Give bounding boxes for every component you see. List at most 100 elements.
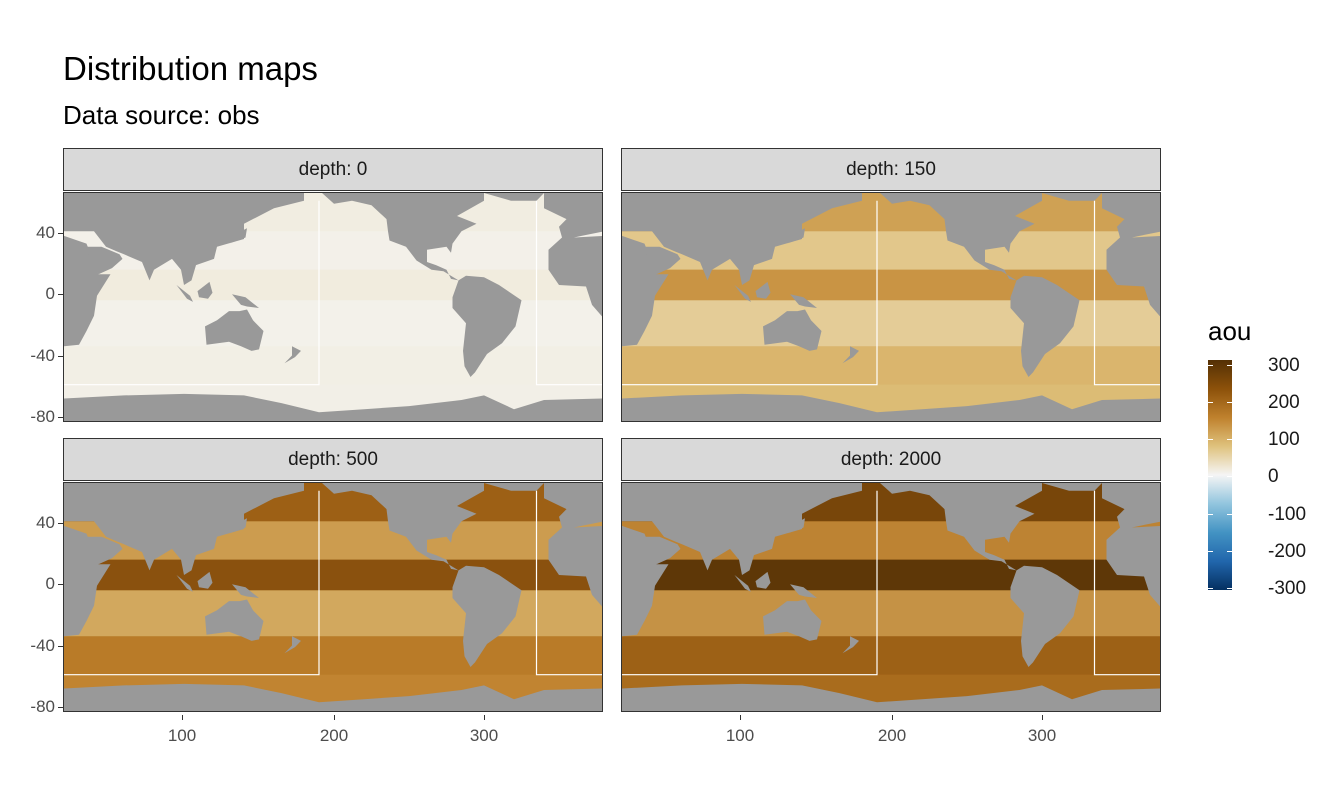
land-africa: [622, 235, 669, 347]
legend-tick: [1227, 551, 1232, 552]
legend-label: -300: [1268, 578, 1307, 599]
land-arabia: [644, 536, 681, 565]
land-namerica: [880, 483, 1042, 571]
land-namerica: [880, 193, 1042, 281]
x-tick-label: 200: [877, 726, 907, 745]
aou-band: [64, 269, 602, 301]
chart-title: Distribution maps: [63, 50, 318, 87]
x-tick-label: 300: [1027, 726, 1057, 745]
land-australia: [763, 599, 822, 641]
land-eurasia: [64, 483, 304, 575]
land-greenland: [484, 483, 544, 491]
aou-band: [622, 636, 1160, 675]
legend-tick: [1227, 365, 1232, 366]
land-eurasia: [64, 193, 304, 285]
basin-boundary: [535, 200, 602, 386]
legend-tick: [1227, 588, 1232, 589]
aou-band: [64, 636, 602, 675]
land-samerica: [452, 275, 522, 377]
land-greenland: [484, 193, 544, 201]
legend-colorbar: [1208, 360, 1232, 590]
land-samerica: [1010, 275, 1080, 377]
land-sumatra: [176, 575, 193, 592]
land-arabia: [86, 536, 123, 565]
legend-tick: [1208, 551, 1213, 552]
basin-boundary: [64, 200, 320, 386]
land-nz: [842, 346, 859, 364]
aou-band: [64, 300, 602, 347]
land-japan: [787, 228, 805, 244]
legend-label: 200: [1268, 392, 1300, 413]
land-namerica: [322, 193, 484, 281]
land-borneo: [197, 571, 213, 589]
land-europe2: [544, 193, 602, 238]
aou-band: [622, 269, 1160, 301]
land-australia: [205, 309, 264, 351]
land-antarctica: [622, 683, 1160, 711]
legend-label: 0: [1268, 466, 1279, 487]
land-africa2: [1106, 236, 1160, 317]
facet-strip-label: depth: 2000: [840, 448, 942, 470]
legend-tick: [1227, 514, 1232, 515]
land-newguinea: [232, 584, 259, 598]
land-eurasia: [622, 193, 862, 285]
facet-strip-label: depth: 0: [298, 158, 368, 180]
basin-boundary: [1093, 490, 1160, 676]
land-sumatra: [734, 575, 751, 592]
legend-tick: [1208, 439, 1213, 440]
map-plot: [621, 192, 1161, 422]
land-nz: [284, 346, 301, 364]
land-africa: [64, 525, 111, 637]
legend-tick: [1227, 476, 1232, 477]
chart-subtitle: Data source: obs: [63, 100, 260, 130]
legend-label: -100: [1268, 504, 1307, 525]
land-samerica: [1010, 565, 1080, 667]
land-sumatra: [176, 285, 193, 302]
land-samerica: [452, 565, 522, 667]
land-australia: [205, 599, 264, 641]
y-tick-label: 40: [36, 513, 55, 532]
land-antarctica: [64, 683, 602, 711]
facet-strip: depth: 0: [63, 148, 603, 191]
map-plot: [621, 482, 1161, 712]
basin-boundary: [535, 490, 602, 676]
x-tick-label: 100: [725, 726, 755, 745]
map-svg: [622, 483, 1160, 711]
x-tick-label: 200: [319, 726, 349, 745]
legend-tick: [1208, 514, 1213, 515]
land-greenland: [1042, 193, 1102, 201]
facet-strip-label: depth: 150: [846, 158, 936, 180]
land-africa: [64, 235, 111, 347]
basin-boundary: [1093, 200, 1160, 386]
legend-label: -200: [1268, 541, 1307, 562]
aou-band: [64, 346, 602, 385]
y-tick-label: -40: [30, 346, 55, 365]
land-sumatra: [734, 285, 751, 302]
land-africa2: [548, 526, 602, 607]
land-namerica: [322, 483, 484, 571]
legend-tick: [1208, 365, 1213, 366]
aou-band: [622, 590, 1160, 637]
land-australia: [763, 309, 822, 351]
land-japan: [229, 228, 247, 244]
map-svg: [622, 193, 1160, 421]
legend-tick: [1208, 588, 1213, 589]
y-tick-label: 0: [45, 574, 55, 593]
land-arabia: [644, 246, 681, 275]
map-svg: [64, 483, 602, 711]
map-plot: [63, 482, 603, 712]
land-nz: [842, 636, 859, 654]
map-plot: [63, 192, 603, 422]
land-newguinea: [790, 584, 817, 598]
legend-label: 300: [1268, 355, 1300, 376]
land-africa: [622, 525, 669, 637]
y-tick-label: -80: [30, 407, 55, 426]
y-tick-label: -40: [30, 636, 55, 655]
land-antarctica: [622, 393, 1160, 421]
legend-title: aou: [1208, 316, 1252, 346]
basin-boundary: [64, 490, 320, 676]
facet-strip: depth: 2000: [621, 438, 1161, 481]
legend-tick: [1227, 439, 1232, 440]
basin-boundary: [622, 490, 878, 676]
land-europe2: [544, 483, 602, 528]
